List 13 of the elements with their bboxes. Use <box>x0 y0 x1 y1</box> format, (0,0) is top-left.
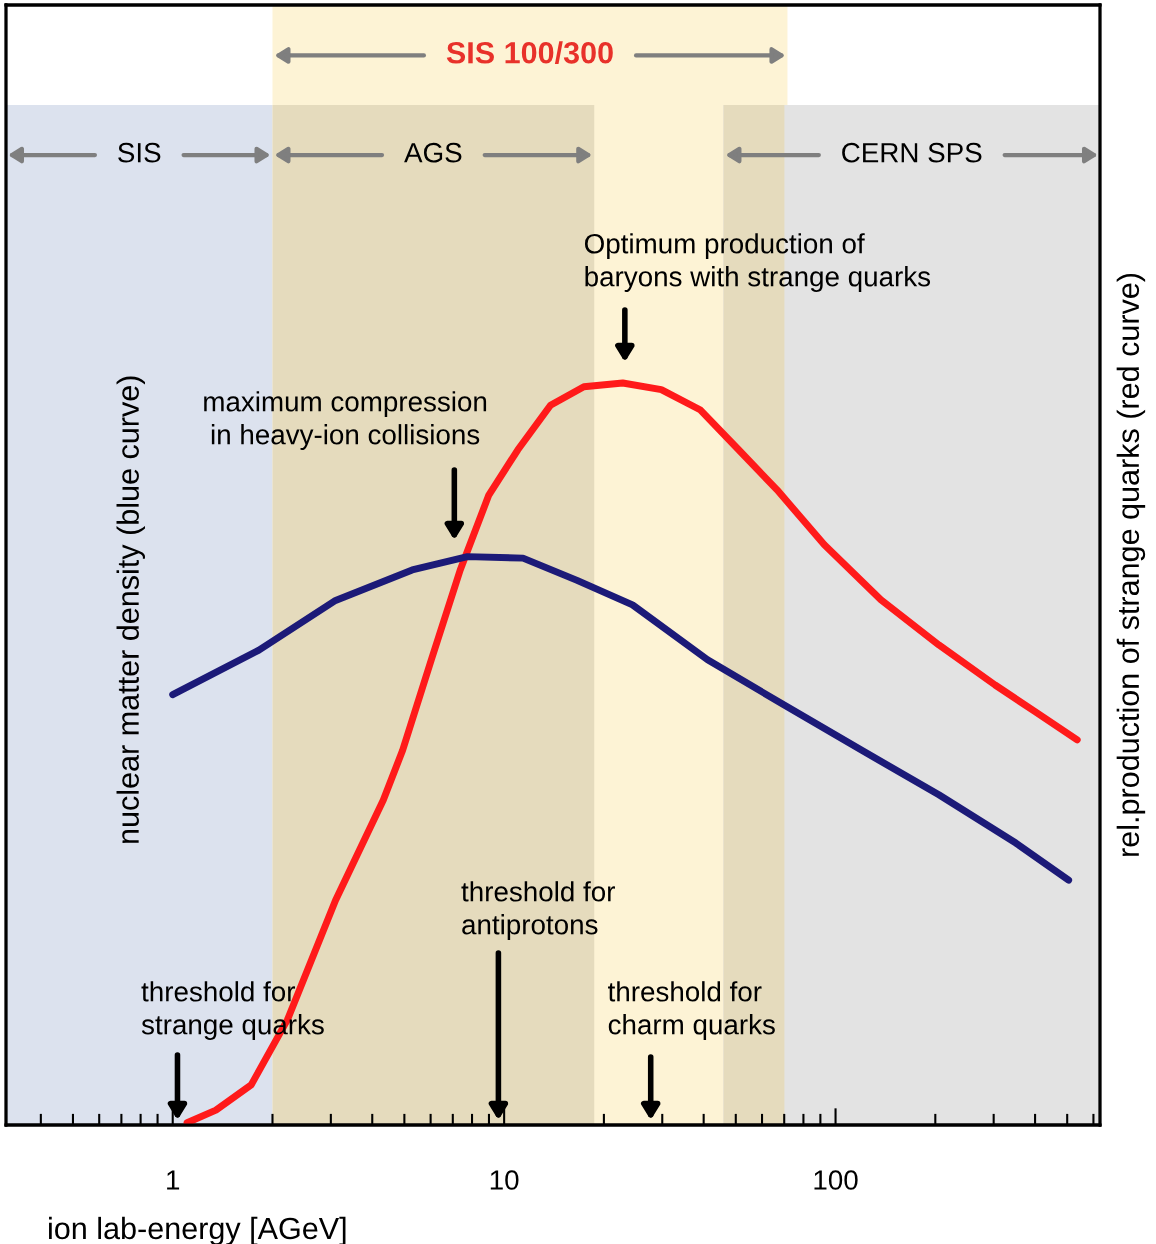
text: maximum compression in heavy-ion collisions <box>204 391 487 450</box>
x-tick-label: 10 <box>490 1170 519 1190</box>
band-label: SIS 100/300 <box>446 41 613 64</box>
annotation: threshold for charm quarks <box>608 981 775 1040</box>
band-label: SIS <box>118 142 161 163</box>
text: Optimum production of baryons with strange quarks <box>584 233 931 292</box>
y2-axis-title: rel.production of strange quarks (red curve) <box>1116 273 1146 856</box>
band-label: AGS <box>404 142 462 163</box>
x-tick-label: 1 <box>167 1170 180 1190</box>
annotation: threshold for antiprotons <box>461 881 615 940</box>
band-label: CERN SPS <box>842 142 982 163</box>
y-axis-title: nuclear matter density (blue curve) <box>116 376 145 843</box>
x-tick-label: 100 <box>814 1170 858 1190</box>
